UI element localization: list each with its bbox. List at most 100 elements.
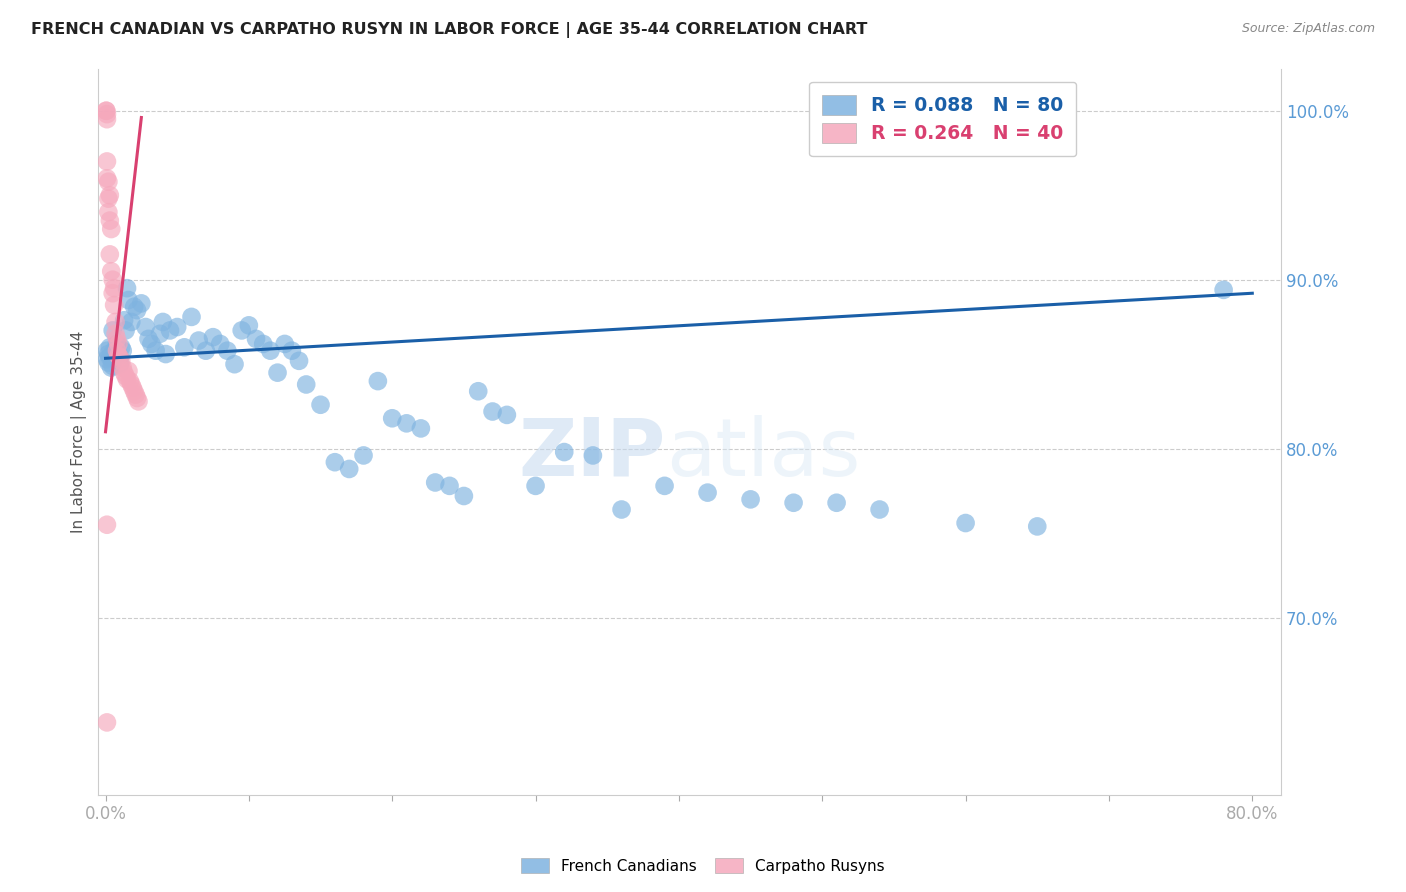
Point [496, 408, 519, 422]
Point [121, 381, 143, 395]
Point [481, 404, 503, 418]
Point [202, 330, 225, 344]
Text: atlas: atlas [666, 415, 860, 492]
Point [115, 372, 138, 386]
Point [869, 502, 891, 516]
Point [273, 337, 295, 351]
Point [252, 337, 274, 351]
Point [96, 171, 118, 186]
Point [439, 479, 461, 493]
Point [149, 326, 172, 341]
Point [524, 479, 547, 493]
Point [101, 323, 124, 337]
Point [104, 315, 127, 329]
Point [120, 315, 142, 329]
Point [105, 337, 128, 351]
Point [152, 315, 174, 329]
Point [740, 492, 762, 507]
Point [1026, 519, 1049, 533]
Point [367, 374, 389, 388]
Point [194, 343, 217, 358]
Point [114, 369, 136, 384]
Point [409, 421, 432, 435]
Point [108, 351, 131, 365]
Point [122, 384, 145, 399]
Point [98, 340, 121, 354]
Point [96, 517, 118, 532]
Point [103, 343, 125, 358]
Y-axis label: In Labor Force | Age 35-44: In Labor Force | Age 35-44 [72, 331, 87, 533]
Point [825, 496, 848, 510]
Point [288, 354, 311, 368]
Point [955, 516, 977, 530]
Point [112, 366, 135, 380]
Point [610, 502, 633, 516]
Point [96, 154, 118, 169]
Point [187, 334, 209, 348]
Point [112, 313, 135, 327]
Point [259, 343, 281, 358]
Point [217, 343, 239, 358]
Point [1212, 283, 1234, 297]
Point [107, 349, 129, 363]
Point [107, 347, 129, 361]
Point [96, 343, 118, 358]
Point [155, 347, 177, 361]
Point [101, 273, 124, 287]
Point [118, 374, 141, 388]
Point [96, 352, 118, 367]
Point [117, 364, 139, 378]
Point [105, 332, 128, 346]
Point [103, 281, 125, 295]
Point [135, 320, 157, 334]
Point [96, 103, 118, 118]
Point [100, 349, 122, 363]
Point [138, 332, 160, 346]
Point [582, 449, 605, 463]
Point [141, 337, 163, 351]
Point [110, 354, 132, 368]
Point [295, 377, 318, 392]
Point [107, 337, 129, 351]
Point [100, 222, 122, 236]
Point [111, 360, 134, 375]
Point [98, 188, 121, 202]
Point [111, 343, 134, 358]
Point [127, 394, 149, 409]
Point [97, 205, 120, 219]
Point [100, 264, 122, 278]
Point [281, 343, 304, 358]
Point [180, 310, 202, 324]
Point [97, 175, 120, 189]
Point [209, 337, 232, 351]
Point [145, 343, 167, 358]
Point [98, 213, 121, 227]
Point [245, 332, 267, 346]
Point [108, 357, 131, 371]
Point [337, 462, 360, 476]
Point [159, 323, 181, 337]
Point [453, 489, 475, 503]
Point [117, 293, 139, 307]
Point [100, 360, 122, 375]
Point [97, 355, 120, 369]
Point [425, 475, 447, 490]
Point [467, 384, 489, 399]
Point [98, 351, 121, 365]
Point [96, 103, 118, 118]
Point [101, 286, 124, 301]
Point [122, 300, 145, 314]
Point [323, 455, 346, 469]
Point [124, 387, 146, 401]
Point [238, 318, 260, 333]
Point [309, 398, 332, 412]
Point [98, 247, 121, 261]
Point [97, 347, 120, 361]
Point [353, 449, 375, 463]
Point [224, 357, 246, 371]
Point [231, 323, 253, 337]
Point [96, 107, 118, 121]
Point [96, 715, 118, 730]
Point [120, 377, 142, 392]
Point [110, 340, 132, 354]
